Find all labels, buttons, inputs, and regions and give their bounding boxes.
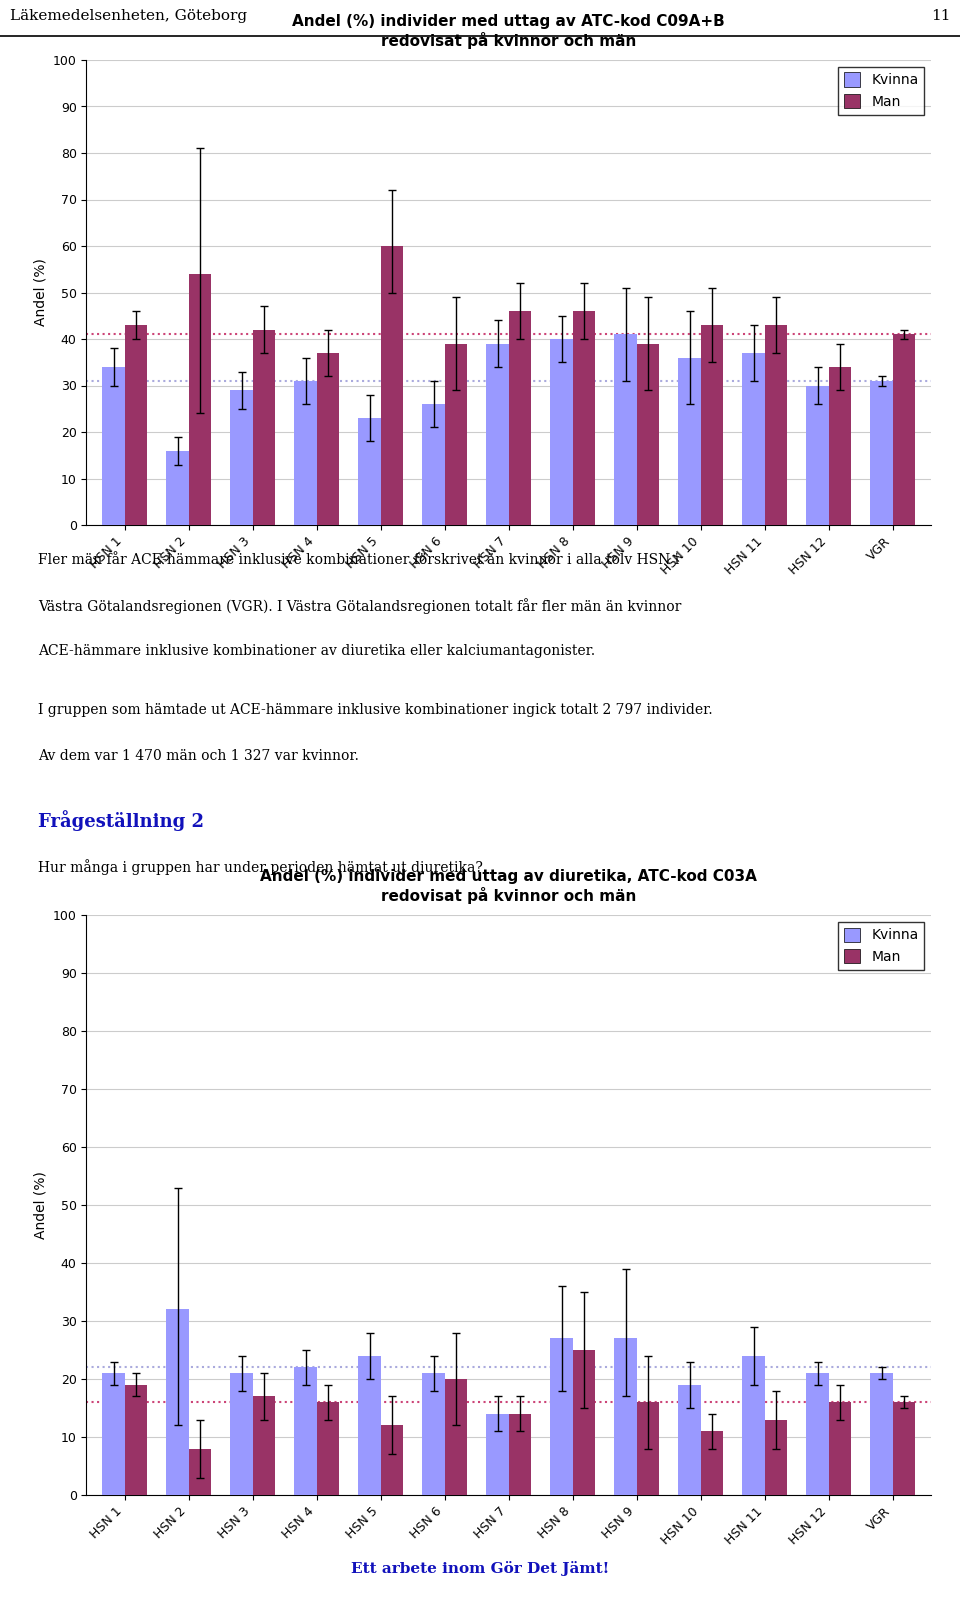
Bar bbox=[103, 367, 125, 525]
Bar bbox=[509, 1413, 531, 1495]
Legend: Kvinna, Man: Kvinna, Man bbox=[838, 67, 924, 115]
Bar bbox=[230, 390, 252, 525]
Bar bbox=[765, 326, 787, 525]
Bar bbox=[828, 367, 852, 525]
Bar bbox=[573, 1349, 595, 1495]
Bar bbox=[893, 334, 915, 525]
Bar bbox=[701, 1431, 723, 1495]
Bar bbox=[742, 353, 765, 525]
Bar bbox=[444, 343, 468, 525]
Bar bbox=[103, 1373, 125, 1495]
Text: Fler män får ACE-hämmare inklusive kombinationer förskrivet än kvinnor i alla to: Fler män får ACE-hämmare inklusive kombi… bbox=[38, 553, 680, 567]
Bar bbox=[550, 339, 573, 525]
Text: ACE-hämmare inklusive kombinationer av diuretika eller kalciumantagonister.: ACE-hämmare inklusive kombinationer av d… bbox=[38, 645, 595, 658]
Bar bbox=[487, 343, 509, 525]
Bar bbox=[701, 326, 723, 525]
Bar bbox=[166, 450, 189, 525]
Bar bbox=[765, 1420, 787, 1495]
Bar bbox=[806, 385, 828, 525]
Bar bbox=[871, 1373, 893, 1495]
Text: 11: 11 bbox=[931, 8, 950, 22]
Text: I gruppen som hämtade ut ACE-hämmare inklusive kombinationer ingick totalt 2 797: I gruppen som hämtade ut ACE-hämmare ink… bbox=[38, 703, 713, 717]
Bar bbox=[509, 311, 531, 525]
Bar bbox=[422, 404, 444, 525]
Bar bbox=[422, 1373, 444, 1495]
Bar bbox=[295, 380, 317, 525]
Text: Av dem var 1 470 män och 1 327 var kvinnor.: Av dem var 1 470 män och 1 327 var kvinn… bbox=[38, 749, 359, 763]
Bar bbox=[125, 326, 147, 525]
Bar bbox=[295, 1367, 317, 1495]
Bar bbox=[230, 1373, 252, 1495]
Text: Hur många i gruppen har under perioden hämtat ut diuretika?: Hur många i gruppen har under perioden h… bbox=[38, 859, 483, 875]
Bar bbox=[189, 275, 211, 525]
Bar bbox=[871, 380, 893, 525]
Text: Frågeställning 2: Frågeställning 2 bbox=[38, 810, 204, 830]
Bar bbox=[317, 353, 339, 525]
Y-axis label: Andel (%): Andel (%) bbox=[34, 1171, 47, 1239]
Bar bbox=[806, 1373, 828, 1495]
Bar bbox=[487, 1413, 509, 1495]
Bar bbox=[573, 311, 595, 525]
Bar bbox=[742, 1356, 765, 1495]
Bar bbox=[125, 1385, 147, 1495]
Bar bbox=[358, 1356, 381, 1495]
Bar bbox=[252, 1396, 276, 1495]
Bar bbox=[679, 1385, 701, 1495]
Bar bbox=[636, 343, 660, 525]
Bar bbox=[828, 1402, 852, 1495]
Bar bbox=[381, 1426, 403, 1495]
Bar bbox=[252, 329, 276, 525]
Bar bbox=[636, 1402, 660, 1495]
Title: Andel (%) individer med uttag av ATC-kod C09A+B
redovisat på kvinnor och män: Andel (%) individer med uttag av ATC-kod… bbox=[293, 14, 725, 50]
Text: Västra Götalandsregionen (VGR). I Västra Götalandsregionen totalt får fler män ä: Västra Götalandsregionen (VGR). I Västra… bbox=[38, 599, 682, 615]
Title: Andel (%) individer med uttag av diuretika, ATC-kod C03A
redovisat på kvinnor oc: Andel (%) individer med uttag av diureti… bbox=[260, 869, 757, 904]
Bar bbox=[381, 246, 403, 525]
Bar bbox=[614, 1338, 636, 1495]
Y-axis label: Andel (%): Andel (%) bbox=[34, 259, 47, 326]
Bar bbox=[317, 1402, 339, 1495]
Bar bbox=[166, 1310, 189, 1495]
Bar bbox=[358, 418, 381, 525]
Bar bbox=[614, 334, 636, 525]
Bar bbox=[679, 358, 701, 525]
Text: Läkemedelsenheten, Göteborg: Läkemedelsenheten, Göteborg bbox=[10, 8, 247, 22]
Text: Ett arbete inom Gör Det Jämt!: Ett arbete inom Gör Det Jämt! bbox=[350, 1560, 610, 1576]
Bar bbox=[444, 1378, 468, 1495]
Bar bbox=[189, 1448, 211, 1495]
Bar bbox=[893, 1402, 915, 1495]
Legend: Kvinna, Man: Kvinna, Man bbox=[838, 921, 924, 969]
Bar bbox=[550, 1338, 573, 1495]
